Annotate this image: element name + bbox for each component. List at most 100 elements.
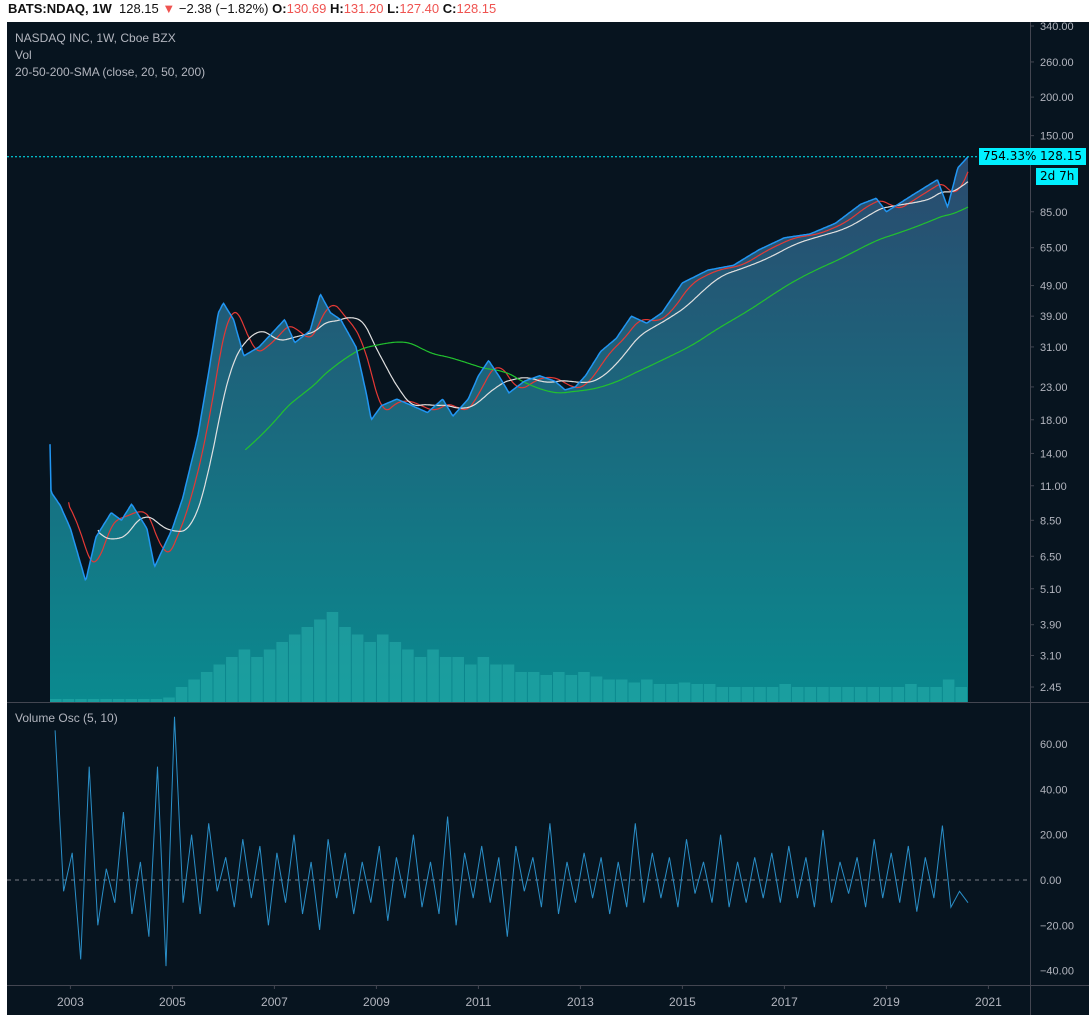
osc-tick-label: 40.00 (1040, 784, 1068, 796)
volume-bar (364, 642, 376, 702)
time-tick-label: 2011 (465, 995, 491, 1009)
volume-bar (879, 687, 892, 702)
volume-bar (766, 687, 779, 702)
open-value: 130.69 (286, 1, 327, 16)
volume-bar (691, 684, 703, 702)
volume-bar (930, 687, 942, 702)
volume-bar (314, 619, 326, 702)
price-tick-label: 11.00 (1040, 481, 1067, 493)
volume-bar (439, 657, 452, 702)
volume-bar (238, 649, 251, 702)
volume-bar (741, 687, 754, 702)
volume-bar (138, 699, 150, 702)
volume-bar (490, 664, 502, 702)
close-value: 128.15 (456, 1, 497, 16)
volume-bar (150, 699, 163, 702)
volume-bar (867, 687, 879, 702)
volume-bar (125, 699, 138, 702)
price-line (49, 156, 969, 582)
volume-bar (603, 679, 615, 702)
osc-tick-label: −40.00 (1040, 966, 1074, 978)
open-label: O: (272, 1, 287, 16)
volume-bar (326, 612, 339, 702)
volume-bar (905, 684, 917, 702)
volume-bar (791, 687, 804, 702)
volume-bar (276, 642, 288, 702)
volume-bar (50, 699, 62, 702)
volume-bar (163, 697, 175, 702)
volume-bar (565, 675, 578, 702)
volume-bar (729, 687, 741, 702)
volume-bar (540, 675, 553, 702)
legend-title: NASDAQ INC, 1W, Cboe BZX (15, 31, 176, 45)
price-tick-label: 39.00 (1040, 311, 1068, 323)
volume-bar (804, 687, 817, 702)
price-tick-label: 2.45 (1040, 682, 1061, 694)
volume-bar (515, 672, 527, 702)
symbol: BATS:NDAQ, 1W (8, 1, 112, 16)
volume-bar (251, 657, 263, 702)
volume-bar (188, 679, 200, 702)
time-tick-label: 2003 (57, 995, 84, 1009)
volume-bar (754, 687, 766, 702)
low-label: L: (387, 1, 400, 16)
volume-osc-line (54, 716, 969, 967)
time-tick-label: 2009 (363, 995, 390, 1009)
legend-osc: Volume Osc (5, 10) (15, 711, 118, 725)
price-tick-label: 200.00 (1040, 92, 1074, 104)
volume-bar (942, 679, 955, 702)
volume-bar (301, 627, 314, 702)
price-tick-label: 260.00 (1040, 57, 1074, 69)
volume-bar (628, 682, 641, 702)
volume-bar (376, 634, 389, 702)
volume-bar (829, 687, 842, 702)
price-area (50, 156, 968, 702)
volume-bar (402, 649, 414, 702)
volume-bar (653, 684, 666, 702)
price-tick-label: 3.90 (1040, 620, 1061, 632)
price-tag: 128.15 (1036, 148, 1086, 165)
low-value: 127.40 (399, 1, 440, 16)
volume-bar (955, 687, 967, 702)
time-tick-label: 2019 (873, 995, 900, 1009)
price-tick-label: 65.00 (1040, 243, 1068, 255)
volume-bar (553, 672, 565, 702)
volume-bar (175, 687, 188, 702)
volume-bar (200, 672, 213, 702)
volume-bar (62, 699, 75, 702)
volume-bar (213, 664, 226, 702)
sma-20-line (68, 171, 969, 563)
price-tick-label: 49.00 (1040, 281, 1068, 293)
osc-tick-label: 0.00 (1040, 875, 1061, 887)
high-label: H: (329, 1, 344, 16)
price-tick-label: 5.10 (1040, 584, 1061, 596)
volume-bar (263, 649, 276, 702)
triangle-down-icon: ▼ (162, 1, 176, 16)
volume-bar (615, 679, 628, 702)
volume-bar (351, 634, 364, 702)
volume-bar (779, 684, 791, 702)
last-price: 128.15 (119, 1, 159, 16)
volume-bar (892, 687, 905, 702)
volume-bar (678, 682, 691, 702)
volume-bar (452, 657, 464, 702)
high-value: 131.20 (343, 1, 384, 16)
price-tick-label: 340.00 (1040, 21, 1074, 33)
volume-bar (226, 657, 238, 702)
price-tick-label: 3.10 (1040, 650, 1061, 662)
volume-bar (578, 672, 590, 702)
volume-bar (917, 687, 930, 702)
countdown-tag: 2d 7h (1036, 168, 1079, 185)
volume-bar (527, 672, 540, 702)
volume-bar (87, 699, 100, 702)
volume-bar (414, 657, 427, 702)
percent-tag: 754.33% (979, 148, 1041, 165)
price-tick-label: 14.00 (1040, 448, 1068, 460)
price-change: −2.38 (−1.82%) (178, 1, 269, 16)
volume-bar (842, 687, 854, 702)
volume-bar (854, 687, 867, 702)
volume-bar (112, 699, 125, 702)
legend-sma: 20-50-200-SMA (close, 20, 50, 200) (15, 65, 206, 79)
volume-bar (666, 684, 678, 702)
